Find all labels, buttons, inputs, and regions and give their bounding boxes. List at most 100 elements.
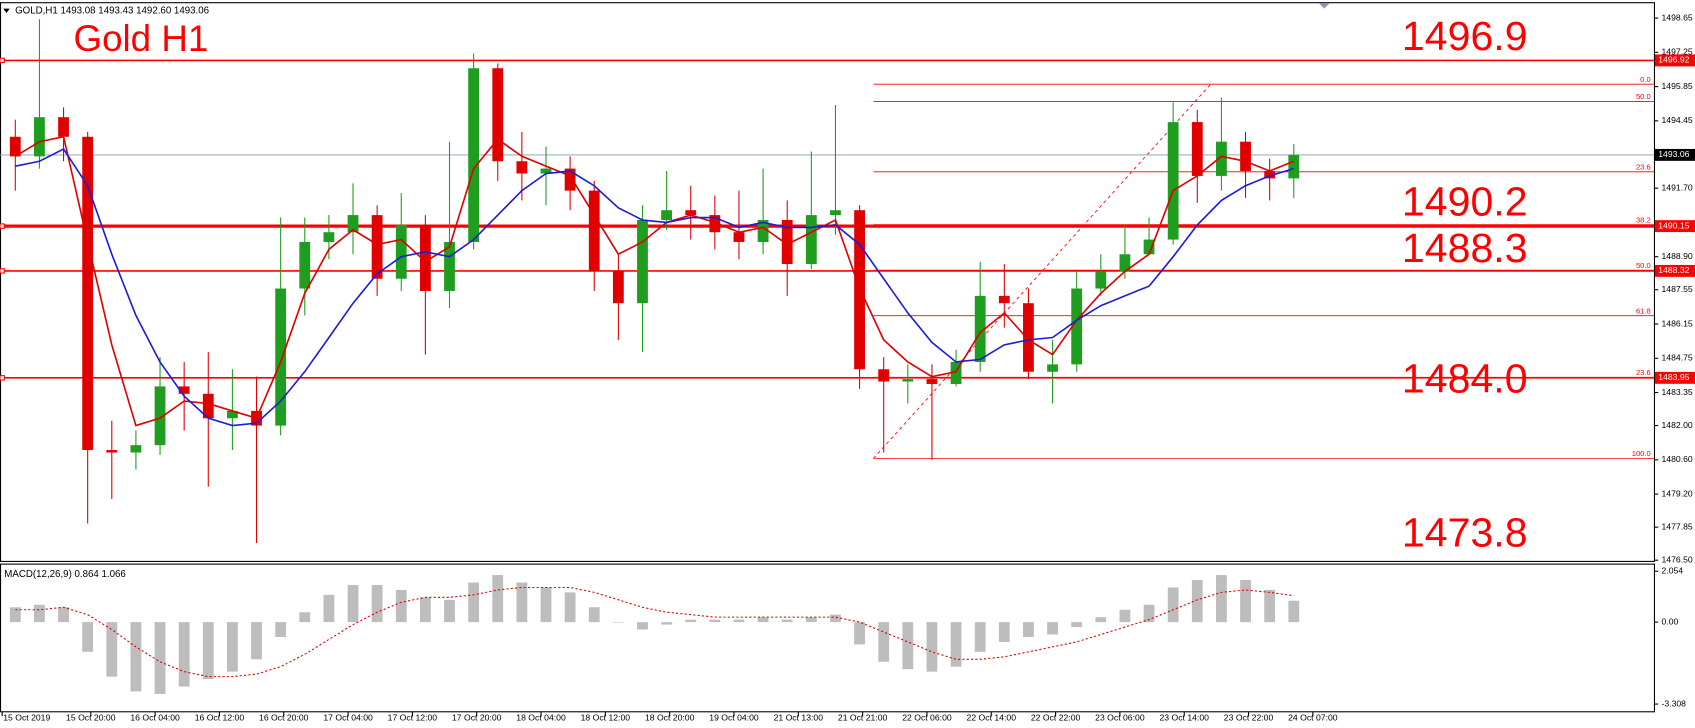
- y-tick-label: 1480.60: [1661, 454, 1692, 464]
- candle-body: [1047, 364, 1058, 372]
- candle-body: [998, 295, 1010, 304]
- y-tick-label: 1477.85: [1661, 521, 1692, 531]
- candle-body: [130, 445, 142, 453]
- level-marker: [0, 57, 5, 64]
- macd-bar: [1047, 622, 1058, 635]
- macd-bar: [178, 622, 190, 687]
- price-annotation: 1484.0: [1402, 356, 1528, 402]
- x-tick-label: 16 Oct 04:00: [130, 713, 180, 723]
- level-marker: [0, 268, 5, 274]
- candle-body: [1216, 141, 1227, 176]
- candle-body: [106, 450, 118, 453]
- candle-body: [1095, 271, 1107, 289]
- current-price-box: [1655, 148, 1695, 161]
- fib-label: 23.6: [1636, 162, 1651, 171]
- macd-bar: [492, 575, 504, 623]
- fib-label: 38.2: [1636, 215, 1651, 224]
- main-panel-border: [0, 2, 1656, 562]
- level-price-box: [1655, 264, 1695, 277]
- macd-bar: [998, 622, 1010, 642]
- macd-bar: [805, 617, 817, 623]
- x-tick-label: 22 Oct 14:00: [967, 713, 1017, 723]
- macd-bar: [926, 622, 938, 672]
- y-tick-label: -3.308: [1661, 698, 1686, 708]
- x-tick-label: 17 Oct 20:00: [452, 713, 502, 723]
- candle-body: [757, 219, 769, 243]
- macd-bar: [106, 622, 118, 677]
- candle-body: [492, 68, 504, 162]
- macd-bar: [347, 584, 359, 623]
- candle-body: [275, 288, 287, 426]
- candle-body: [1143, 239, 1155, 255]
- x-tick-label: 16 Oct 12:00: [195, 713, 245, 723]
- candle-body: [805, 215, 817, 265]
- y-tick-label: 0.00: [1661, 616, 1678, 626]
- macd-bar: [323, 594, 335, 623]
- x-tick-label: 22 Oct 22:00: [1031, 713, 1081, 723]
- y-tick-label: 1488.90: [1661, 251, 1692, 261]
- macd-bar: [226, 622, 238, 672]
- macd-bar: [950, 622, 962, 667]
- macd-bar: [1191, 580, 1203, 623]
- candle-body: [1240, 141, 1251, 172]
- candle-body: [950, 361, 962, 384]
- candle-body: [395, 224, 407, 279]
- x-tick-label: 19 Oct 04:00: [709, 713, 759, 723]
- macd-bar: [830, 614, 841, 623]
- x-tick-label: 17 Oct 12:00: [388, 713, 438, 723]
- macd-bar: [82, 622, 94, 652]
- candle-body: [178, 386, 190, 394]
- candle-body: [1191, 122, 1203, 176]
- macd-signal: [15, 586, 1294, 678]
- chart-title: Gold H1: [74, 18, 209, 59]
- macd-bar: [58, 607, 69, 623]
- price-annotation: 1490.2: [1402, 178, 1528, 224]
- y-tick-label: 1484.75: [1661, 353, 1692, 363]
- y-tick-label: 1494.45: [1661, 115, 1692, 125]
- menu-triangle[interactable]: [3, 8, 10, 13]
- macd-panel-border: [0, 563, 1656, 713]
- candle-body: [516, 161, 528, 174]
- x-tick-label: 21 Oct 21:00: [838, 713, 888, 723]
- fib-label: 100.0: [1632, 449, 1651, 458]
- macd-bar: [733, 619, 745, 623]
- x-tick-label: 23 Oct 14:00: [1159, 713, 1209, 723]
- macd-bar: [757, 617, 769, 623]
- y-tick-label: 1482.00: [1661, 420, 1692, 430]
- price-annotation: 1488.3: [1402, 225, 1528, 271]
- macd-header: MACD(12,26,9) 0.864 1.066: [4, 569, 126, 580]
- macd-bar: [1143, 604, 1155, 623]
- macd-bar: [902, 622, 914, 670]
- macd-bar: [1288, 600, 1300, 623]
- fib-label: 23.6: [1636, 368, 1651, 377]
- level-price-box: [1655, 220, 1695, 233]
- candle-body: [1071, 288, 1083, 365]
- candle-body: [540, 168, 552, 174]
- candle-body: [830, 210, 841, 216]
- macd-bar: [1167, 587, 1179, 623]
- candle-body: [637, 219, 648, 304]
- macd-bar: [781, 619, 793, 623]
- candle-body: [9, 136, 21, 157]
- candle-body: [1288, 154, 1300, 179]
- moving-average: [14, 135, 1295, 427]
- y-tick-label: 1487.55: [1661, 284, 1692, 294]
- level-price-label: 1496.92: [1658, 55, 1689, 65]
- candle-body: [685, 210, 697, 216]
- level-price-label: 1483.95: [1658, 372, 1689, 382]
- y-tick-label: 1479.20: [1661, 488, 1692, 498]
- macd-bar: [1023, 622, 1034, 637]
- candle-body: [926, 379, 938, 384]
- macd-bar: [637, 622, 648, 630]
- macd-bar: [130, 622, 142, 692]
- candle-body: [468, 68, 480, 243]
- macd-bar: [1264, 589, 1276, 623]
- macd-bar: [275, 622, 287, 637]
- candle-body: [588, 190, 600, 272]
- macd-bar: [1240, 580, 1251, 623]
- candle-body: [1264, 171, 1276, 179]
- shift-marker: [1318, 3, 1330, 9]
- x-tick-label: 15 Oct 2019: [3, 713, 50, 723]
- macd-bar: [299, 612, 311, 623]
- fib-label: 50.0: [1636, 92, 1651, 101]
